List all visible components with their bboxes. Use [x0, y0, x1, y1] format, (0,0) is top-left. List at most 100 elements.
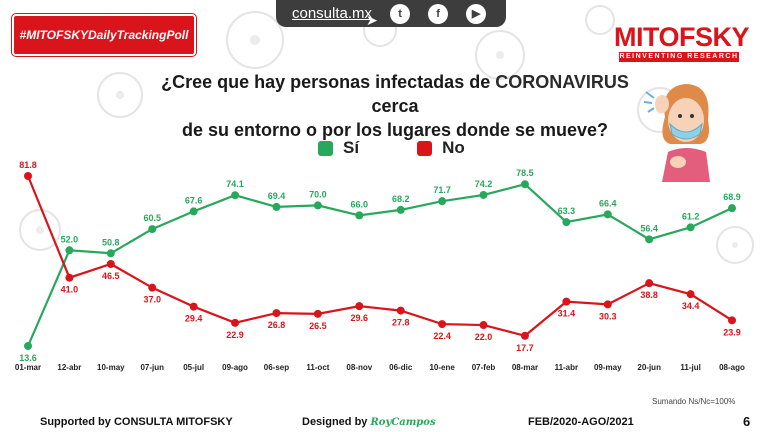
data-point-si	[520, 180, 529, 189]
data-point-si	[355, 211, 364, 220]
data-point-si	[65, 246, 74, 255]
data-point-si	[728, 204, 736, 213]
data-point-si	[313, 201, 322, 210]
data-point-si	[438, 197, 447, 206]
data-label-no: 22.0	[475, 332, 493, 342]
data-point-no	[686, 290, 695, 299]
x-tick-label: 08-ago	[719, 363, 745, 372]
series-line-si	[26, 183, 733, 347]
designer-signature: RoyCampos	[370, 417, 436, 428]
data-label-no: 31.4	[558, 309, 576, 319]
data-label-no: 22.9	[226, 330, 244, 340]
data-label-no: 41.0	[61, 285, 79, 295]
data-point-no	[728, 316, 736, 325]
x-tick-label: 05-jul	[183, 363, 204, 372]
data-point-no	[479, 321, 488, 330]
data-label-si: 66.0	[351, 199, 369, 209]
data-label-no: 38.8	[640, 290, 658, 300]
data-point-no	[562, 297, 571, 306]
x-tick-label: 10-may	[97, 363, 125, 372]
data-point-no	[65, 273, 74, 282]
data-point-si	[148, 225, 157, 234]
data-point-si	[479, 190, 488, 199]
data-label-no: 22.4	[433, 331, 451, 341]
data-point-no	[106, 259, 115, 268]
question-highlight: CORONAVIRUS	[495, 72, 629, 92]
legend-label-si: Sí	[343, 138, 360, 157]
x-tick-label: 20-jun	[637, 363, 661, 372]
facebook-icon[interactable]: f	[428, 3, 449, 24]
question-line2: de su entorno o por los lugares donde se…	[181, 120, 609, 140]
data-point-si	[272, 202, 281, 211]
x-tick-label: 10-ene	[429, 363, 455, 372]
data-point-si	[396, 205, 405, 214]
data-point-no	[313, 309, 322, 318]
data-point-si	[231, 191, 240, 200]
masked-person-illustration	[643, 84, 710, 182]
top-bar: consulta.mx t f ▶	[276, 0, 506, 27]
data-label-si: 66.4	[599, 198, 617, 208]
data-label-si: 63.3	[558, 206, 576, 216]
data-point-no	[272, 309, 281, 318]
chart-question: ¿Cree que hay personas infectadas de COR…	[150, 70, 640, 142]
data-label-no: 37.0	[143, 295, 161, 305]
x-tick-label: 11-abr	[555, 363, 579, 372]
footer-designed: Designed by RoyCampos	[302, 416, 436, 428]
data-point-si	[24, 342, 32, 350]
legend-swatch-no	[417, 140, 433, 156]
data-label-no: 46.5	[102, 271, 120, 281]
x-tick-label: 08-mar	[512, 363, 538, 372]
youtube-icon[interactable]: ▶	[466, 3, 487, 24]
x-tick-label: 07-feb	[472, 363, 496, 372]
data-label-no: 29.6	[351, 313, 369, 323]
data-point-no	[148, 283, 157, 292]
data-label-no: 23.9	[723, 327, 741, 337]
x-tick-label: 08-nov	[346, 363, 372, 372]
designed-by-label: Designed by	[302, 416, 368, 428]
x-tick-label: 07-jun	[140, 363, 164, 372]
data-point-si	[106, 249, 115, 258]
data-point-no	[396, 306, 405, 315]
site-link[interactable]: consulta.mx	[292, 5, 373, 22]
data-label-no: 26.5	[309, 321, 327, 331]
data-point-si	[189, 207, 198, 216]
data-point-no	[189, 302, 198, 311]
sum-note: Sumando Ns/Nc=100%	[652, 397, 736, 406]
footer-period: FEB/2020-AGO/2021	[528, 416, 634, 428]
data-label-si: 68.2	[392, 194, 410, 204]
question-line1-post: cerca	[371, 96, 419, 116]
data-label-si: 70.0	[309, 189, 327, 199]
data-label-si: 13.6	[19, 353, 37, 363]
series-line-no	[26, 175, 733, 337]
hashtag-badge: #MITOFSKYDailyTrackingPoll	[12, 14, 196, 56]
data-label-si: 74.1	[226, 179, 244, 189]
brand-logo: MITOFSKY	[614, 22, 750, 52]
x-tick-label: 01-mar	[15, 363, 41, 372]
data-label-si: 67.6	[185, 195, 203, 205]
twitter-icon[interactable]: t	[390, 3, 411, 24]
question-line1-pre: ¿Cree que hay personas infectadas de	[161, 72, 496, 92]
data-label-si: 61.2	[682, 211, 700, 221]
x-tick-label: 06-dic	[389, 363, 413, 372]
data-point-si	[686, 223, 695, 232]
data-label-no: 34.4	[682, 301, 700, 311]
data-label-no: 27.8	[392, 318, 410, 328]
x-tick-label: 11-jul	[680, 363, 700, 372]
data-label-si: 69.4	[268, 191, 286, 201]
data-point-no	[603, 300, 612, 309]
footer-supported: Supported by CONSULTA MITOFSKY	[40, 416, 233, 428]
data-point-no	[645, 279, 654, 288]
data-point-no	[438, 320, 447, 329]
x-tick-label: 06-sep	[264, 363, 289, 372]
data-point-si	[562, 218, 571, 227]
data-label-si: 50.8	[102, 237, 120, 247]
data-label-si: 71.7	[433, 185, 451, 195]
data-point-no	[520, 331, 529, 340]
legend-swatch-si	[318, 140, 333, 156]
data-label-no: 30.3	[599, 311, 617, 321]
chart-legend: Sí No	[318, 138, 513, 158]
data-label-si: 60.5	[143, 213, 161, 223]
x-tick-label: 12-abr	[57, 363, 81, 372]
data-label-no: 81.8	[19, 160, 37, 170]
